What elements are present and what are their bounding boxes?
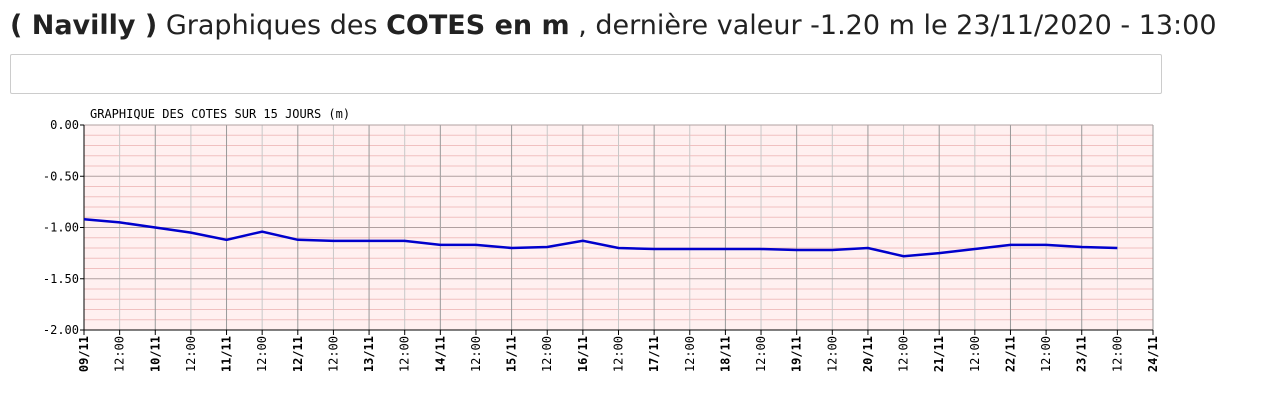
x-tick-label: 13/11 xyxy=(362,336,376,372)
x-tick-label: 12:00 xyxy=(825,336,839,372)
x-tick-label: 19/11 xyxy=(790,336,804,372)
x-tick-label: 12:00 xyxy=(1110,336,1124,372)
y-tick-label: -1.50 xyxy=(43,272,79,286)
x-tick-label: 10/11 xyxy=(148,336,162,372)
y-tick-label: -2.00 xyxy=(43,323,79,337)
x-tick-label: 12:00 xyxy=(326,336,340,372)
x-tick-label: 22/11 xyxy=(1003,336,1017,372)
y-tick-label: -1.00 xyxy=(43,221,79,235)
unit: COTES en m xyxy=(386,10,570,41)
x-tick-label: 16/11 xyxy=(576,336,590,372)
x-tick-label: 17/11 xyxy=(647,336,661,372)
header: ( Navilly ) Graphiques des COTES en m , … xyxy=(10,10,1217,41)
x-tick-label: 12:00 xyxy=(754,336,768,372)
station: ( Navilly ) xyxy=(10,10,158,41)
prefix: Graphiques des xyxy=(165,10,378,41)
x-tick-label: 12:00 xyxy=(398,336,412,372)
x-tick-label: 12:00 xyxy=(113,336,127,372)
chart-title: GRAPHIQUE DES COTES SUR 15 JOURS (m) xyxy=(90,107,350,121)
x-tick-label: 21/11 xyxy=(932,336,946,372)
x-tick-label: 12:00 xyxy=(968,336,982,372)
x-tick-label: 20/11 xyxy=(861,336,875,372)
x-tick-label: 14/11 xyxy=(433,336,447,372)
x-tick-label: 12:00 xyxy=(612,336,626,372)
x-tick-label: 12:00 xyxy=(1039,336,1053,372)
suffix: , dernière valeur -1.20 m le 23/11/2020 … xyxy=(578,10,1217,41)
x-tick-label: 18/11 xyxy=(718,336,732,372)
x-tick-label: 11/11 xyxy=(220,336,234,372)
x-tick-label: 12:00 xyxy=(540,336,554,372)
input-box[interactable] xyxy=(10,54,1162,94)
x-tick-label: 12:00 xyxy=(184,336,198,372)
x-tick-label: 12:00 xyxy=(683,336,697,372)
y-tick-label: -0.50 xyxy=(43,169,79,183)
x-tick-label: 12:00 xyxy=(255,336,269,372)
data-line xyxy=(83,218,1118,258)
x-tick-label: 24/11 xyxy=(1146,336,1160,372)
x-tick-label: 12/11 xyxy=(291,336,305,372)
x-tick-label: 09/11 xyxy=(77,336,91,372)
y-tick-label: 0.00 xyxy=(50,118,79,132)
x-tick-label: 12:00 xyxy=(469,336,483,372)
x-tick-label: 23/11 xyxy=(1075,336,1089,372)
x-tick-label: 12:00 xyxy=(897,336,911,372)
x-tick-label: 15/11 xyxy=(505,336,519,372)
